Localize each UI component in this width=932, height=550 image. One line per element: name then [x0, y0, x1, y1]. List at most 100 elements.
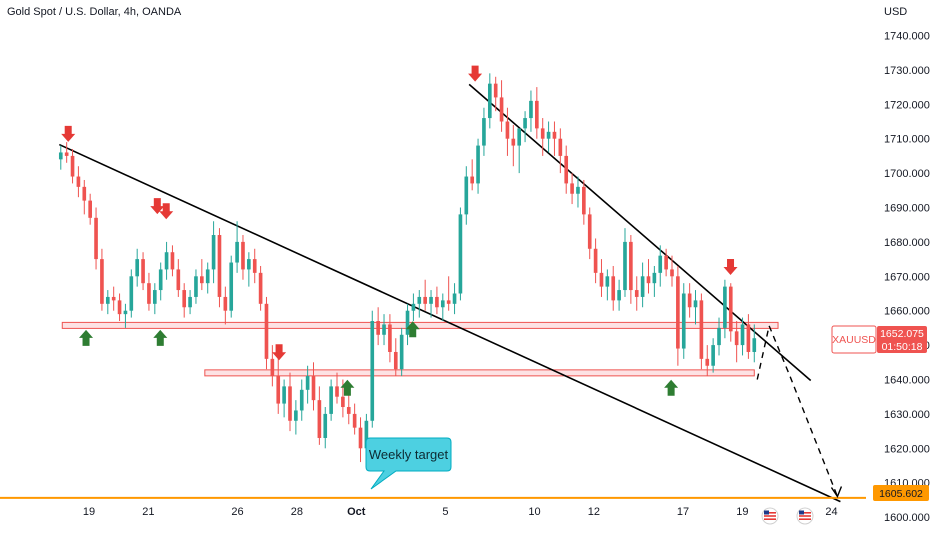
candlestick[interactable]	[358, 417, 363, 463]
candlestick[interactable]	[617, 279, 621, 311]
candlestick[interactable]	[740, 317, 745, 356]
candlestick[interactable]	[452, 283, 457, 315]
weekly-target-callout[interactable]: Weekly target	[365, 437, 452, 490]
candlestick[interactable]	[182, 283, 187, 318]
candlestick[interactable]	[611, 265, 616, 311]
candlestick[interactable]	[217, 228, 222, 308]
candlestick[interactable]	[605, 269, 610, 301]
candlestick[interactable]	[100, 248, 104, 311]
candlestick[interactable]	[564, 145, 569, 194]
candlestick[interactable]	[728, 283, 733, 342]
candlestick[interactable]	[582, 179, 586, 225]
candlestick[interactable]	[247, 252, 251, 287]
candlestick[interactable]	[711, 338, 715, 373]
candlestick[interactable]	[746, 314, 751, 359]
candlestick[interactable]	[164, 241, 169, 280]
candlestick[interactable]	[552, 121, 557, 156]
candlestick[interactable]	[752, 324, 757, 363]
candlestick[interactable]	[64, 142, 69, 163]
candlestick[interactable]	[76, 166, 81, 198]
candlestick[interactable]	[570, 173, 574, 205]
candlestick[interactable]	[487, 73, 492, 129]
candlestick[interactable]	[629, 235, 633, 304]
candlestick[interactable]	[70, 149, 75, 184]
candlestick[interactable]	[241, 235, 245, 280]
candlestick[interactable]	[599, 259, 604, 297]
candlestick[interactable]	[476, 138, 480, 194]
candlestick[interactable]	[152, 283, 157, 315]
candlestick[interactable]	[376, 307, 380, 346]
candlestick[interactable]	[388, 314, 392, 363]
candlestick[interactable]	[546, 121, 551, 153]
candlestick[interactable]	[670, 255, 674, 287]
candlestick[interactable]	[252, 248, 257, 284]
candlestick[interactable]	[382, 314, 386, 346]
candlestick[interactable]	[188, 290, 192, 315]
candlestick[interactable]	[693, 290, 698, 325]
candlestick[interactable]	[317, 386, 322, 445]
candlestick[interactable]	[411, 293, 416, 322]
candlestick[interactable]	[482, 107, 486, 156]
candlestick[interactable]	[529, 90, 533, 132]
candlestick[interactable]	[129, 269, 134, 318]
candlestick[interactable]	[405, 303, 410, 346]
candlestick[interactable]	[352, 403, 357, 435]
us-flag-icon[interactable]	[761, 507, 779, 525]
candlestick[interactable]	[170, 245, 175, 277]
candlestick[interactable]	[299, 379, 304, 421]
time-axis[interactable]: 19 21 26 28 Oct 5 10 12 17 19 24	[83, 506, 838, 518]
candlestick[interactable]	[417, 290, 422, 318]
candlestick[interactable]	[329, 379, 333, 421]
candlestick[interactable]	[493, 76, 498, 112]
candlestick[interactable]	[111, 286, 116, 311]
candlestick[interactable]	[399, 327, 404, 377]
candlestick[interactable]	[335, 372, 339, 404]
candlestick[interactable]	[135, 248, 140, 287]
candlestick[interactable]	[464, 166, 469, 225]
candlestick[interactable]	[211, 221, 216, 284]
candlestick[interactable]	[370, 310, 375, 428]
candlestick[interactable]	[523, 111, 527, 143]
candlestick[interactable]	[276, 351, 281, 414]
candlestick[interactable]	[94, 207, 98, 270]
candlestick[interactable]	[282, 379, 286, 418]
candlestick[interactable]	[82, 179, 87, 215]
candlestick[interactable]	[264, 296, 269, 370]
candlestick[interactable]	[158, 262, 163, 301]
candlestick[interactable]	[229, 255, 234, 318]
candlestick[interactable]	[540, 118, 545, 156]
candlestick[interactable]	[305, 365, 310, 404]
candlestick[interactable]	[393, 338, 398, 377]
candlesticks[interactable]	[58, 73, 757, 463]
candlestick[interactable]	[723, 279, 727, 339]
candlestick[interactable]	[235, 221, 239, 273]
candlestick[interactable]	[646, 259, 651, 294]
candlestick[interactable]	[270, 345, 275, 387]
candlestick[interactable]	[687, 283, 692, 318]
us-flag-icon[interactable]	[796, 507, 814, 525]
candlestick[interactable]	[499, 80, 504, 132]
candlestick[interactable]	[576, 176, 580, 208]
candlestick[interactable]	[323, 407, 328, 449]
candlestick[interactable]	[223, 286, 228, 325]
candlestick[interactable]	[200, 259, 204, 291]
candlestick[interactable]	[446, 276, 451, 311]
candlestick[interactable]	[664, 248, 668, 277]
candlestick[interactable]	[658, 245, 663, 287]
candlestick[interactable]	[194, 269, 198, 304]
candlestick[interactable]	[705, 345, 710, 377]
candlestick[interactable]	[511, 124, 516, 167]
candlestick[interactable]	[147, 272, 151, 311]
candlestick[interactable]	[734, 321, 739, 363]
candlestick[interactable]	[681, 283, 686, 359]
candlestick[interactable]	[634, 276, 639, 311]
candlestick[interactable]	[717, 317, 721, 356]
candlestick[interactable]	[105, 290, 110, 315]
candlestick[interactable]	[593, 238, 598, 284]
candlestick[interactable]	[505, 107, 510, 156]
candlestick[interactable]	[440, 293, 445, 322]
candlestick[interactable]	[258, 265, 263, 311]
candlestick[interactable]	[699, 293, 704, 370]
price-axis[interactable]: 1600.0001610.0001620.0001630.0001640.000…	[884, 31, 930, 525]
